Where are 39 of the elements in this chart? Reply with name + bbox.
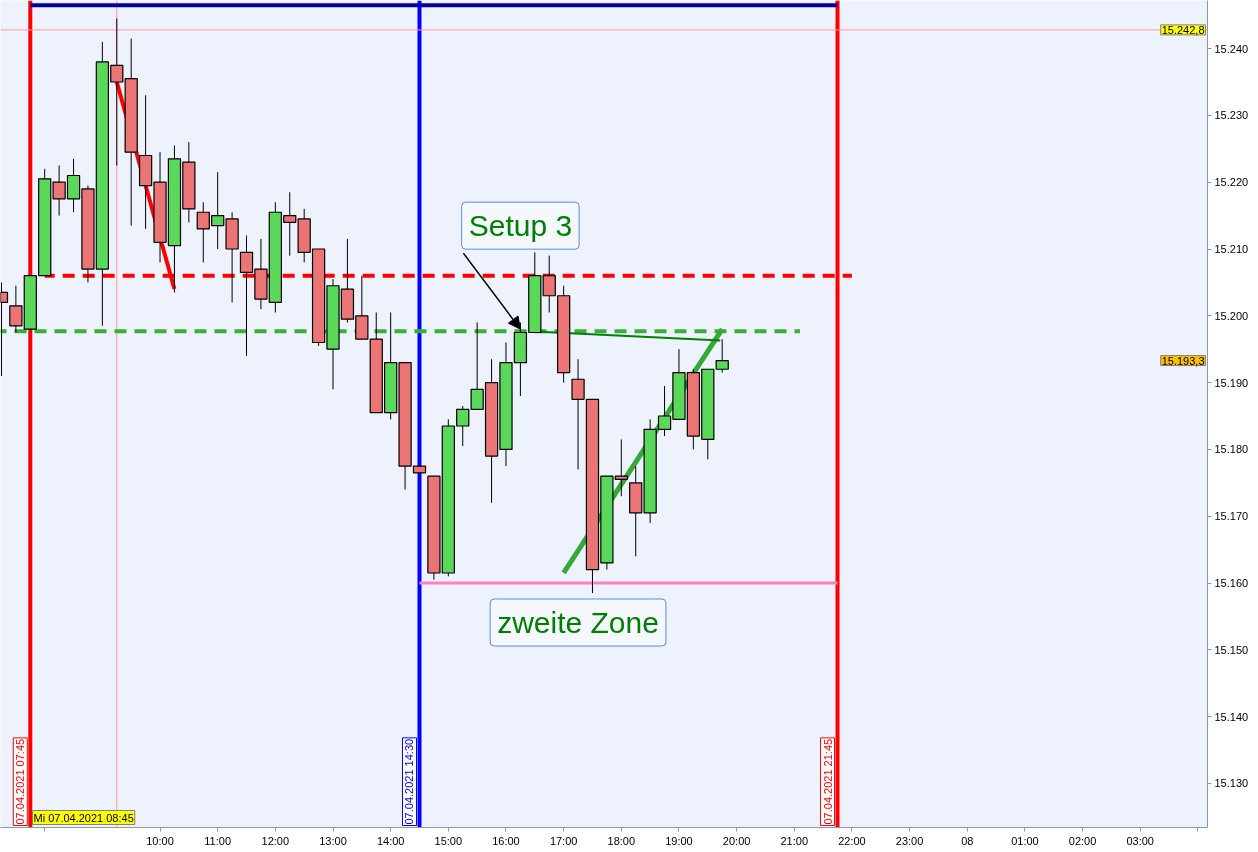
x-tick-label: 03:00 — [1126, 834, 1154, 847]
annotation: 15.193,3 — [1161, 354, 1205, 367]
x-tick-label: 13:00 — [319, 834, 347, 847]
y-tick-label: 15.140 — [1214, 710, 1249, 723]
y-tick-label: 15.200 — [1214, 309, 1249, 322]
x-tick-label: 01:00 — [1011, 834, 1039, 847]
x-tick-label: 11:00 — [204, 834, 232, 847]
x-tick-label: 22:00 — [838, 834, 866, 847]
ref-line-label: 07.04.2021 07:45 — [14, 738, 27, 825]
annotation: Setup 3 — [468, 209, 573, 243]
y-tick-label: 15.210 — [1214, 243, 1249, 255]
x-tick-label: 10:00 — [146, 834, 174, 847]
annotation: zweite Zone — [497, 606, 659, 640]
x-tick-label: 23:00 — [895, 834, 924, 847]
y-tick-label: 15.230 — [1214, 109, 1249, 122]
y-tick-label: 15.150 — [1214, 643, 1249, 656]
y-tick-label: 15.130 — [1214, 777, 1249, 790]
y-tick-label: 15.160 — [1214, 577, 1249, 590]
x-tick-label: 02:00 — [1068, 834, 1097, 847]
x-tick-label: 20:00 — [722, 834, 751, 847]
x-tick-label: 08 — [961, 834, 974, 847]
x-tick-label: 19:00 — [665, 834, 693, 847]
x-tick-label: 16:00 — [492, 834, 520, 847]
y-tick-label: 15.180 — [1214, 443, 1249, 456]
ref-line-label: 07.04.2021 21:45 — [821, 738, 834, 825]
ref-line-label: 15.242,8 — [1161, 23, 1205, 36]
x-tick-label: 15:00 — [434, 834, 463, 847]
x-tick-label: 21:00 — [780, 834, 809, 847]
ref-line-label: 07.04.2021 14:30 — [403, 738, 416, 825]
x-tick-label: 17:00 — [549, 834, 578, 847]
x-tick-label: 18:00 — [607, 834, 636, 847]
x-tick-label: 14:00 — [376, 834, 405, 847]
y-tick-label: 15.190 — [1214, 376, 1249, 389]
candlestick — [715, 338, 729, 374]
y-tick-label: 15.170 — [1214, 510, 1249, 523]
x-tick-label: 12:00 — [261, 834, 290, 847]
y-tick-label: 15.240 — [1214, 42, 1249, 55]
annotation: Mi 07.04.2021 08:45 — [33, 811, 134, 824]
y-tick-label: 15.220 — [1214, 176, 1249, 189]
